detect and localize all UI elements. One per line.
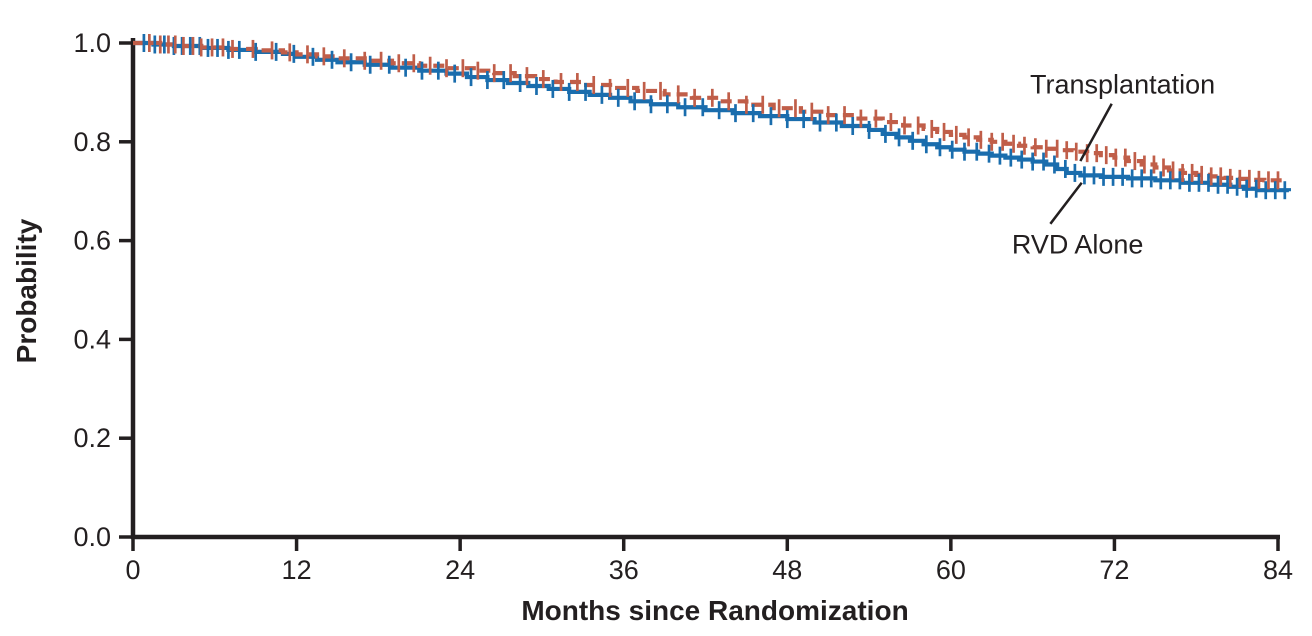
y-axis-label: Probability bbox=[11, 218, 42, 364]
x-tick-label: 24 bbox=[445, 555, 475, 585]
survival-curve-rvd-alone bbox=[133, 40, 1291, 193]
x-tick-label: 72 bbox=[1099, 555, 1129, 585]
x-tick-label: 84 bbox=[1263, 555, 1293, 585]
y-tick-label: 1.0 bbox=[73, 28, 111, 58]
pointer-line-rvd-alone bbox=[1049, 182, 1083, 225]
pointer-line-transplantation bbox=[1079, 103, 1113, 162]
x-tick-label: 12 bbox=[282, 555, 312, 585]
x-tick-label: 36 bbox=[609, 555, 639, 585]
series-label-transplantation: Transplantation bbox=[1030, 69, 1216, 100]
x-tick-label: 60 bbox=[936, 555, 966, 585]
x-tick-label: 48 bbox=[772, 555, 802, 585]
x-tick-label: 0 bbox=[125, 555, 140, 585]
y-tick-label: 0.2 bbox=[73, 423, 111, 453]
y-tick-label: 0.0 bbox=[73, 522, 111, 552]
y-tick-label: 0.6 bbox=[73, 226, 111, 256]
y-tick-label: 0.8 bbox=[73, 127, 111, 157]
series-label-rvd-alone: RVD Alone bbox=[1011, 229, 1144, 260]
x-axis-label: Months since Randomization bbox=[521, 595, 909, 626]
y-tick-label: 0.4 bbox=[73, 324, 111, 354]
